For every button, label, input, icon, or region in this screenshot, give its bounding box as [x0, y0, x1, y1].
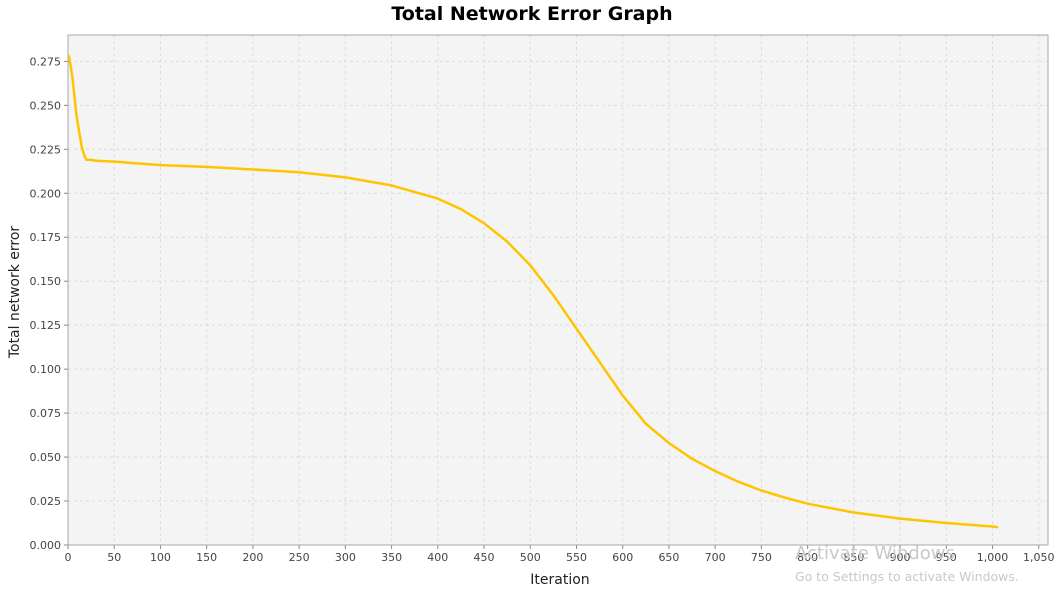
plot-border: [67, 34, 1049, 546]
x-tick-label: 900: [890, 551, 911, 564]
x-tick-label: 1,050: [1023, 551, 1055, 564]
x-tick-label: 500: [520, 551, 541, 564]
x-tick-label: 600: [612, 551, 633, 564]
x-tick-label: 850: [843, 551, 864, 564]
x-tick-label: 750: [751, 551, 772, 564]
x-tick-label: 100: [150, 551, 171, 564]
x-tick-label: 650: [658, 551, 679, 564]
series-line: [67, 54, 999, 529]
x-tick-label: 350: [381, 551, 402, 564]
y-tick-label: 0.200: [30, 187, 62, 200]
tick-labels: 0 50 100 150 200 250 300 350 400 450 500 550 600 650 7…: [30, 55, 1055, 564]
x-tick-label: 950: [936, 551, 957, 564]
y-tick-label: 0.100: [30, 363, 62, 376]
y-tick-label: 0.175: [30, 231, 62, 244]
y-tick-label: 0.275: [30, 55, 62, 68]
y-tick-label: 0.225: [30, 143, 62, 156]
axes: [64, 34, 1049, 549]
chart-title: Total Network Error Graph: [391, 3, 672, 25]
x-tick-label: 250: [289, 551, 310, 564]
y-tick-label: 0.075: [30, 407, 62, 420]
y-axis-label: Total network error: [7, 226, 23, 360]
series: [67, 54, 999, 529]
y-tick-label: 0.150: [30, 275, 62, 288]
activation-watermark-title: Activate Windows: [795, 543, 955, 564]
x-tick-label: 300: [335, 551, 356, 564]
x-axis-label: Iteration: [530, 572, 589, 588]
x-tick-label: 50: [107, 551, 121, 564]
x-tick-label: 550: [566, 551, 587, 564]
activation-watermark-subtitle: Go to Settings to activate Windows.: [795, 569, 1019, 584]
x-tick-label: 150: [196, 551, 217, 564]
y-tick-label: 0.250: [30, 99, 62, 112]
x-tick-label: 800: [797, 551, 818, 564]
x-tick-label: 1,000: [977, 551, 1009, 564]
grid: [67, 35, 1048, 546]
y-tick-label: 0.025: [30, 495, 62, 508]
y-tick-label: 0.125: [30, 319, 62, 332]
plot-area: [68, 35, 1048, 545]
y-tick-label: 0.000: [30, 539, 62, 552]
x-tick-label: 0: [65, 551, 72, 564]
x-tick-label: 450: [474, 551, 495, 564]
x-tick-label: 200: [242, 551, 263, 564]
y-tick-label: 0.050: [30, 451, 62, 464]
x-tick-label: 400: [427, 551, 448, 564]
x-tick-label: 700: [705, 551, 726, 564]
